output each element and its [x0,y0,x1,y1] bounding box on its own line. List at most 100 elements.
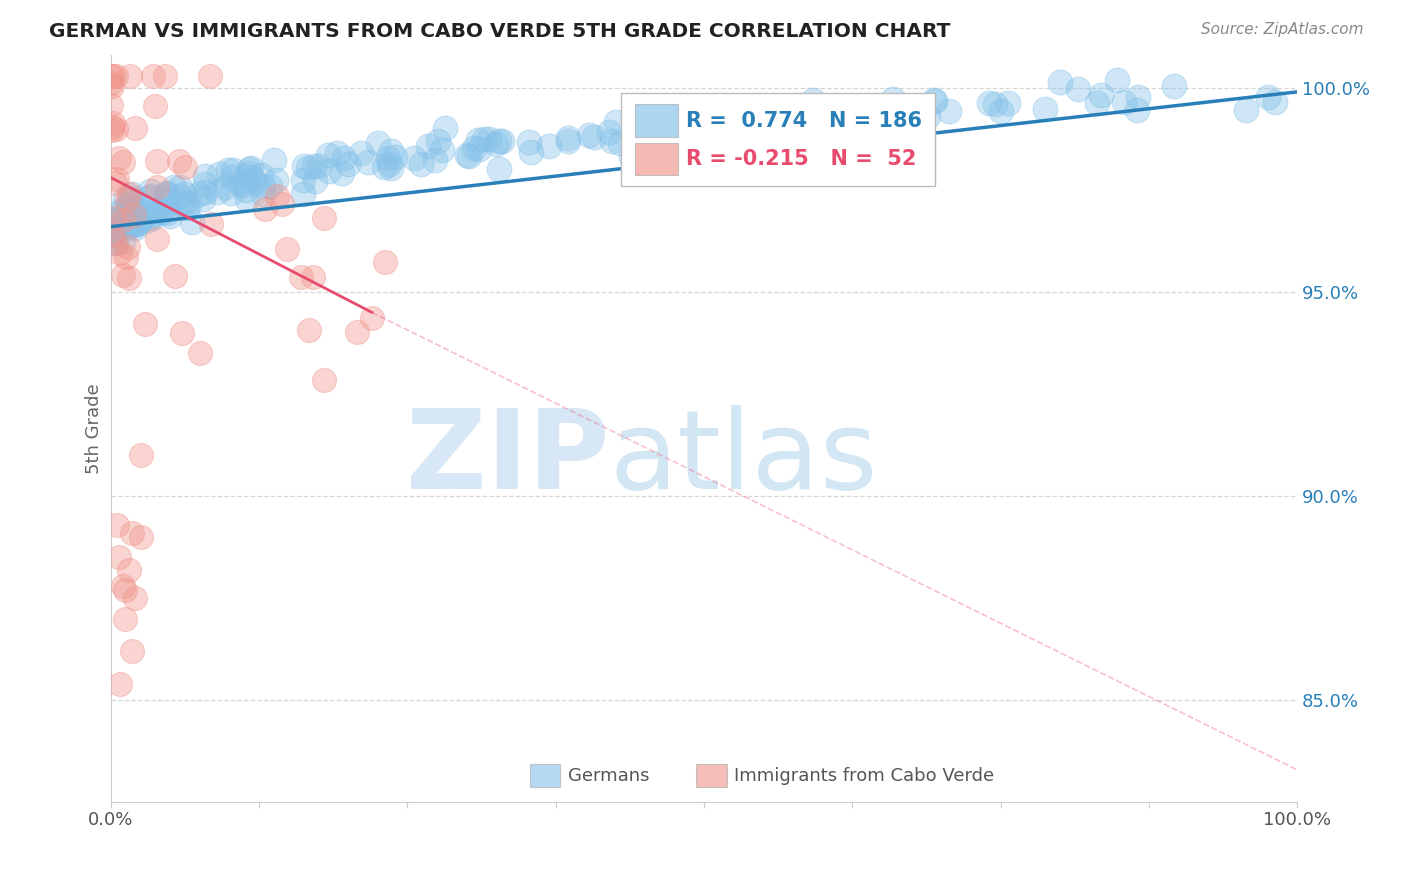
Point [155,188,177,202]
Point [229,178,252,192]
Point [243,175,266,189]
Point [145,203,167,218]
Point [304,173,326,187]
Point [169,196,191,211]
Point [103,223,125,237]
Point [132,211,155,225]
Point [467,133,489,147]
Point [104,176,127,190]
Point [194,185,217,199]
Point [124,121,146,136]
Point [361,310,384,325]
Point [266,189,288,203]
Text: Immigrants from Cabo Verde: Immigrants from Cabo Verde [734,766,994,785]
Point [474,132,496,146]
Point [458,148,481,162]
Point [835,112,858,127]
Point [276,242,298,256]
Point [238,162,260,177]
Point [643,130,665,145]
Point [426,134,449,148]
Point [1163,78,1185,93]
Point [1066,82,1088,96]
Point [297,161,319,175]
Point [117,240,139,254]
Point [118,212,141,227]
Point [143,98,166,112]
Point [118,563,141,577]
Point [752,100,775,114]
Point [100,98,122,112]
Point [332,151,354,165]
Point [384,150,406,164]
Point [346,325,368,339]
FancyBboxPatch shape [636,143,678,176]
Point [337,157,360,171]
Point [790,102,813,116]
Point [491,134,513,148]
Point [271,197,294,211]
Point [488,161,510,176]
Point [318,148,340,162]
Point [367,136,389,150]
Point [107,207,129,221]
Point [416,138,439,153]
Point [834,123,856,137]
Point [101,69,124,83]
Point [803,93,825,107]
Point [747,113,769,128]
Y-axis label: 5th Grade: 5th Grade [86,384,103,475]
Point [357,154,380,169]
Point [208,167,231,181]
Point [681,115,703,129]
Point [737,109,759,123]
Point [488,134,510,148]
Point [141,211,163,226]
Point [142,69,165,83]
Point [882,92,904,106]
FancyBboxPatch shape [530,764,561,788]
Point [150,205,173,219]
Point [107,221,129,235]
Point [122,202,145,216]
Point [128,202,150,217]
FancyBboxPatch shape [696,764,727,788]
Point [104,122,127,136]
Point [711,128,734,143]
Point [889,128,911,143]
Point [620,150,643,164]
Point [120,199,142,213]
Point [121,525,143,540]
Point [174,195,197,210]
Point [997,95,1019,110]
Point [111,155,134,169]
Point [330,166,353,180]
Point [557,134,579,148]
Point [924,94,946,108]
Point [609,136,631,150]
Point [177,196,200,211]
Point [200,69,222,83]
Point [984,97,1007,112]
Point [124,221,146,235]
Point [117,193,139,207]
Point [242,170,264,185]
Point [111,579,134,593]
Point [292,186,315,201]
Point [318,164,340,178]
Point [409,157,432,171]
Point [235,183,257,197]
Point [101,213,124,227]
Text: atlas: atlas [609,405,877,512]
Point [100,69,122,83]
Point [758,99,780,113]
Point [297,323,319,337]
Point [194,169,217,183]
Point [163,269,186,284]
Point [433,120,456,135]
Text: R = -0.215   N =  52: R = -0.215 N = 52 [686,149,917,169]
Point [302,270,325,285]
Point [200,217,222,231]
Point [122,218,145,232]
Text: 0.0%: 0.0% [89,811,134,829]
